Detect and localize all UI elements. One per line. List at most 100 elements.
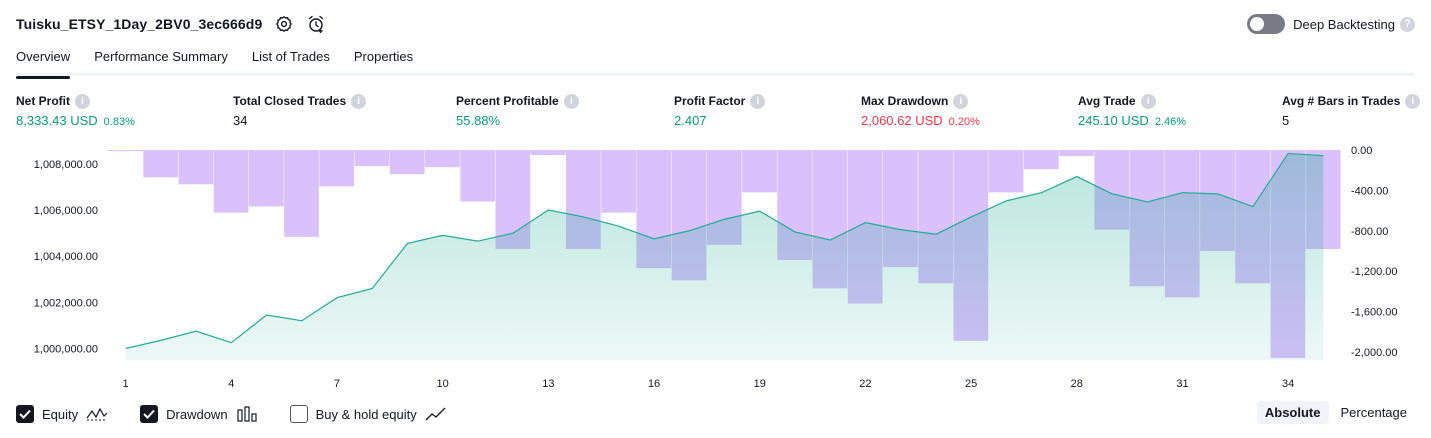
equity-checkbox[interactable] xyxy=(16,405,34,423)
drawdown-bar xyxy=(248,150,284,207)
buy-hold-line-icon xyxy=(425,407,446,421)
drawdown-bar xyxy=(425,150,460,168)
legend-label: Buy & hold equity xyxy=(315,406,417,422)
metric-avg-bars-in-trades: Avg # Bars in Trades i 5 xyxy=(1282,93,1421,128)
info-icon[interactable]: i xyxy=(1140,93,1156,109)
drawdown-bar xyxy=(354,150,390,167)
metric-percent-profitable: Percent Profitable i 55.88% xyxy=(456,93,579,128)
right-axis-tick-label: -800.00 xyxy=(1351,226,1388,238)
drawdown-bar xyxy=(601,150,636,213)
legend-label: Drawdown xyxy=(166,406,228,422)
right-axis-tick-label: -2,000.00 xyxy=(1351,347,1397,359)
right-axis-tick-label: -400.00 xyxy=(1351,185,1388,197)
metric-percent: 2.46% xyxy=(1154,116,1187,128)
metric-value: 245.10 USD xyxy=(1078,113,1149,128)
x-axis-tick-label: 28 xyxy=(1071,378,1083,390)
drawdown-bar xyxy=(988,150,1024,193)
metric-value: 34 xyxy=(233,113,248,128)
right-axis-tick-label: 0.00 xyxy=(1351,145,1372,157)
deep-backtesting-toggle[interactable] xyxy=(1247,14,1286,34)
legend-label: Equity xyxy=(42,406,79,422)
metric-avg-trade: Avg Trade i 245.10 USD 2.46% xyxy=(1078,93,1186,128)
metric-percent: 0.20% xyxy=(948,116,980,128)
right-axis-tick-label: -1,600.00 xyxy=(1351,307,1397,319)
equity-line xyxy=(125,152,1324,350)
info-icon[interactable]: i xyxy=(75,93,90,109)
strategy-title: Tuisku_ETSY_1Day_2BV0_3ec666d9 xyxy=(16,16,263,32)
x-axis-tick-label: 16 xyxy=(648,378,660,390)
left-axis-tick-label: 1,004,000.00 xyxy=(34,251,98,263)
drawdown-bar xyxy=(530,150,566,156)
metric-label: Avg # Bars in Trades xyxy=(1282,94,1401,108)
legend-buy-hold-equity[interactable]: Buy & hold equity xyxy=(289,405,447,423)
metric-value: 8,333.43 USD xyxy=(16,113,98,128)
metric-max-drawdown: Max Drawdown i 2,060.62 USD 0.20% xyxy=(861,93,980,128)
tab-list-of-trades[interactable]: List of Trades xyxy=(251,49,330,64)
tab-bar: Overview Performance Summary List of Tra… xyxy=(16,46,1415,79)
info-icon[interactable]: i xyxy=(750,93,766,109)
x-axis-tick-label: 22 xyxy=(859,378,871,390)
drawdown-bar xyxy=(178,150,214,185)
metric-value: 5 xyxy=(1282,113,1290,128)
scale-mode-switch: Absolute Percentage xyxy=(1253,401,1415,424)
help-icon[interactable]: ? xyxy=(1400,16,1415,32)
x-axis-tick-label: 7 xyxy=(334,378,340,390)
legend-equity[interactable]: Equity xyxy=(16,405,108,423)
metrics-row: Net Profit i 8,333.43 USD 0.83% Total Clos… xyxy=(16,93,1421,133)
metric-label: Total Closed Trades xyxy=(233,94,347,108)
metric-value: 2,060.62 USD xyxy=(861,113,943,128)
metric-total-closed-trades: Total Closed Trades i 34 xyxy=(233,93,367,128)
x-axis-tick-label: 31 xyxy=(1176,378,1188,390)
deep-backtesting-label: Deep Backtesting xyxy=(1293,16,1395,32)
buy-hold-checkbox[interactable] xyxy=(289,405,308,423)
drawdown-bar xyxy=(460,150,496,202)
alarm-clock-plus-icon[interactable] xyxy=(306,14,326,34)
x-axis-tick-label: 1 xyxy=(123,378,129,390)
chart-legend: Equity Drawdown Buy & hold equity xyxy=(16,403,479,425)
drawdown-checkbox[interactable] xyxy=(140,405,159,423)
x-axis-tick-label: 19 xyxy=(754,378,766,390)
gear-icon[interactable] xyxy=(274,14,294,34)
left-axis-tick-label: 1,002,000.00 xyxy=(34,297,98,309)
metric-label: Net Profit xyxy=(16,94,70,108)
x-axis: 1 4 7 10 13 16 19 22 25 28 31 34 xyxy=(123,378,1295,390)
deep-backtesting-control: Deep Backtesting ? xyxy=(1247,12,1415,36)
drawdown-bar xyxy=(742,150,777,193)
header-bar: Tuisku_ETSY_1Day_2BV0_3ec666d9 xyxy=(16,12,326,36)
tab-overview[interactable]: Overview xyxy=(16,46,71,79)
info-icon[interactable]: i xyxy=(351,93,367,109)
drawdown-bar xyxy=(389,150,425,175)
tab-performance-summary[interactable]: Performance Summary xyxy=(94,49,228,64)
drawdown-bar xyxy=(213,150,249,213)
metric-percent: 0.83% xyxy=(103,116,135,128)
x-axis-tick-label: 34 xyxy=(1282,378,1294,390)
info-icon[interactable]: i xyxy=(1405,93,1421,109)
x-axis-tick-label: 10 xyxy=(437,378,449,390)
drawdown-bar xyxy=(319,150,355,187)
drawdown-bars-icon xyxy=(236,406,257,422)
drawdown-bar xyxy=(143,150,178,178)
left-axis-tick-label: 1,008,000.00 xyxy=(34,159,98,171)
equity-drawdown-chart[interactable]: 1,000,000.00 1,002,000.00 1,004,000.00 1,00… xyxy=(0,140,1431,392)
equity-area xyxy=(125,153,1324,360)
toggle-knob xyxy=(1250,17,1265,31)
drawdown-bar xyxy=(1059,150,1094,157)
x-axis-tick-label: 13 xyxy=(542,378,554,390)
x-axis-tick-label: 25 xyxy=(965,378,977,390)
mode-absolute[interactable]: Absolute xyxy=(1256,401,1329,424)
left-axis: 1,000,000.00 1,002,000.00 1,004,000.00 1,00… xyxy=(34,159,98,356)
drawdown-bar xyxy=(108,150,143,152)
metric-label: Profit Factor xyxy=(674,94,746,108)
info-icon[interactable]: i xyxy=(563,93,579,109)
tab-properties[interactable]: Properties xyxy=(353,49,414,64)
metric-net-profit: Net Profit i 8,333.43 USD 0.83% xyxy=(16,93,135,128)
legend-drawdown[interactable]: Drawdown xyxy=(140,405,257,423)
left-axis-tick-label: 1,000,000.00 xyxy=(34,343,98,355)
drawdown-bar xyxy=(284,150,319,237)
left-axis-tick-label: 1,006,000.00 xyxy=(34,205,98,217)
metric-label: Percent Profitable xyxy=(456,94,559,108)
info-icon[interactable]: i xyxy=(953,93,969,109)
mode-percentage[interactable]: Percentage xyxy=(1340,405,1408,420)
equity-line-icon xyxy=(86,407,108,421)
metric-label: Avg Trade xyxy=(1078,94,1136,108)
